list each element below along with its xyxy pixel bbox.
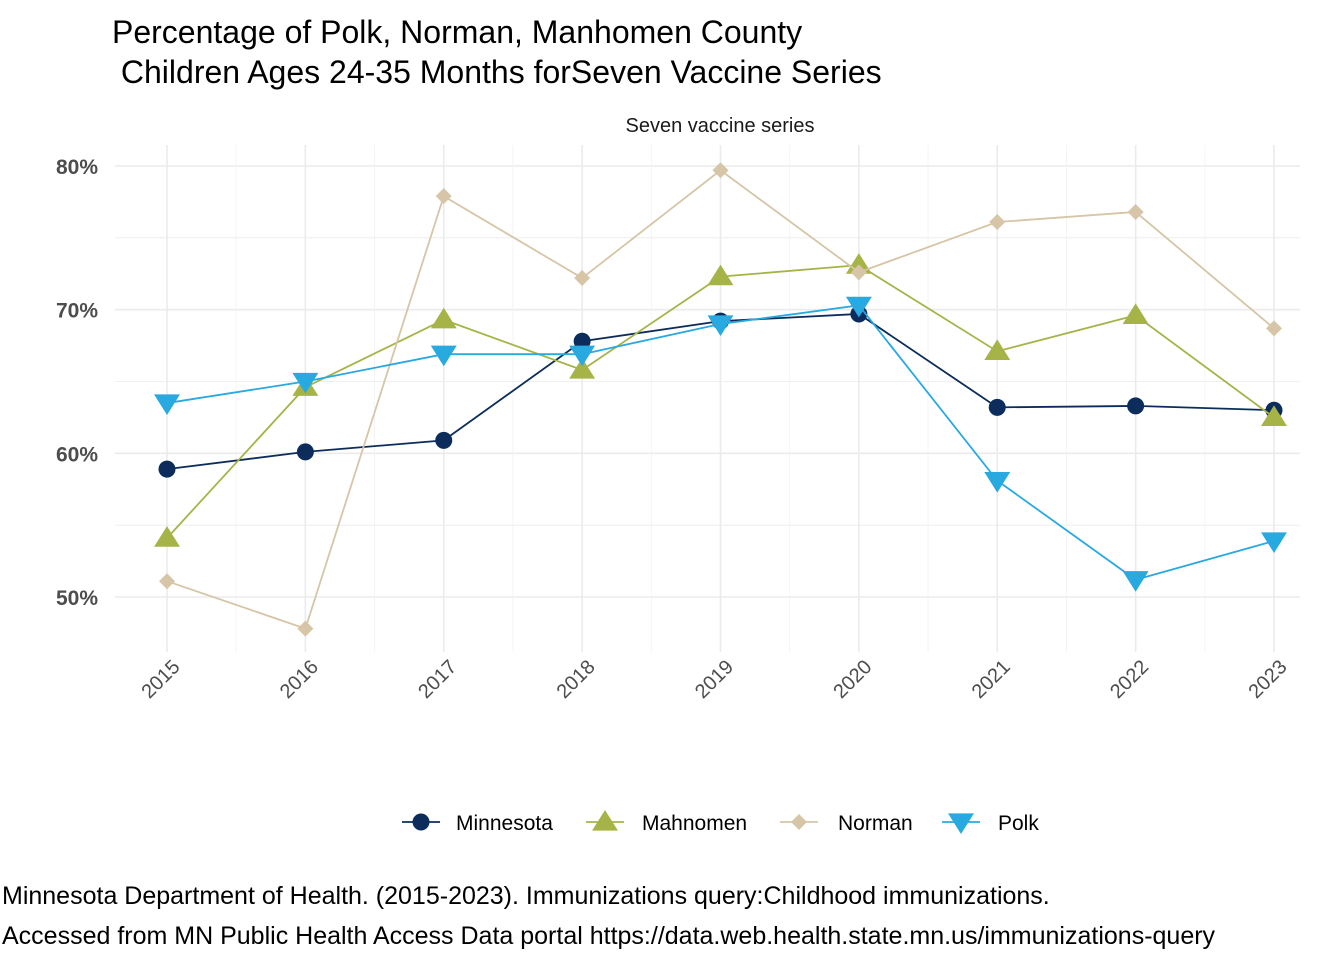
data-point-minnesota: [158, 460, 176, 478]
x-tick-label: 2018: [553, 656, 600, 703]
x-tick-label: 2015: [138, 656, 185, 703]
data-point-norman: [989, 214, 1006, 231]
legend-label: Mahnomen: [642, 812, 747, 835]
data-point-norman: [574, 270, 591, 287]
data-point-polk: [569, 345, 596, 367]
data-point-mahnomen: [1122, 303, 1149, 325]
y-tick-label: 60%: [56, 443, 98, 466]
legend-key-marker: [948, 813, 974, 834]
data-point-mahnomen: [154, 526, 180, 547]
legend-label: Polk: [998, 812, 1039, 835]
data-point-polk: [1122, 571, 1149, 592]
data-point-norman: [435, 188, 452, 205]
y-axis: 50% 60% 70% 80%: [56, 156, 98, 610]
legend: Minnesota Mahnomen Norman Polk: [402, 810, 1039, 835]
x-tick-label: 2023: [1245, 656, 1292, 703]
data-point-minnesota: [296, 443, 314, 461]
y-tick-label: 50%: [56, 587, 98, 610]
data-point-norman: [159, 573, 175, 590]
x-tick-label: 2016: [276, 656, 323, 703]
line-chart: Seven vaccine series 50%60%70%80% 2015 20…: [56, 115, 1300, 835]
data-point-norman: [1266, 320, 1282, 337]
data-point-polk: [430, 345, 457, 367]
data-point-polk: [845, 296, 872, 318]
x-tick-label: 2021: [968, 656, 1015, 703]
y-tick-label: 80%: [56, 156, 98, 179]
legend-item-polk: Polk: [942, 812, 1039, 835]
legend-item-norman: Norman: [780, 812, 913, 835]
data-point-polk: [984, 471, 1011, 493]
x-axis: 2015 2016 2017 2018 2019 2020 2021 2022 2023: [138, 656, 1292, 703]
data-point-minnesota: [435, 431, 453, 449]
source-caption-line2: Accessed from MN Public Health Access Da…: [2, 922, 1216, 950]
data-point-minnesota: [573, 332, 591, 350]
legend-key-marker: [412, 813, 430, 831]
chart-title: Percentage of Polk, Norman, Manhomen Cou…: [112, 14, 882, 90]
data-point-polk: [154, 394, 180, 416]
series-norman: [159, 162, 1282, 637]
data-point-norman: [712, 162, 729, 179]
data-point-norman: [297, 620, 314, 637]
legend-label: Minnesota: [456, 812, 553, 835]
data-point-mahnomen: [430, 307, 457, 329]
data-point-norman: [1127, 203, 1144, 220]
data-point-mahnomen: [984, 339, 1011, 360]
data-point-polk: [292, 372, 319, 394]
series-layer: [154, 162, 1287, 637]
grid-lines: [115, 145, 1300, 652]
legend-item-minnesota: Minnesota: [402, 812, 553, 835]
legend-item-mahnomen: Mahnomen: [586, 810, 747, 835]
data-point-mahnomen: [1261, 405, 1287, 427]
facet-label: Seven vaccine series: [626, 115, 815, 137]
data-point-polk: [1261, 532, 1287, 553]
y-tick-label: 70%: [56, 300, 98, 323]
data-point-minnesota: [1127, 397, 1145, 415]
data-point-minnesota: [988, 398, 1006, 416]
series-polk: [154, 296, 1287, 592]
legend-key-marker: [592, 810, 618, 831]
series-mahnomen: [154, 253, 1287, 547]
data-point-polk: [707, 315, 734, 337]
data-point-norman: [850, 264, 867, 281]
x-tick-label: 2022: [1106, 656, 1153, 703]
source-caption-line1: Minnesota Department of Health. (2015-20…: [2, 882, 1050, 910]
legend-key-marker: [791, 814, 807, 830]
x-tick-label: 2019: [691, 656, 738, 703]
x-tick-label: 2017: [414, 656, 461, 703]
x-tick-label: 2020: [829, 656, 876, 703]
data-point-mahnomen: [569, 358, 596, 379]
data-point-mahnomen: [707, 264, 734, 286]
legend-label: Norman: [838, 812, 913, 835]
